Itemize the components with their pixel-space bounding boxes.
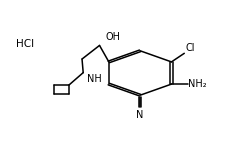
Text: HCl: HCl xyxy=(16,39,34,49)
Text: NH: NH xyxy=(87,74,102,84)
Text: OH: OH xyxy=(105,32,120,42)
Text: N: N xyxy=(136,110,144,120)
Text: NH₂: NH₂ xyxy=(189,79,207,89)
Text: Cl: Cl xyxy=(185,43,195,53)
